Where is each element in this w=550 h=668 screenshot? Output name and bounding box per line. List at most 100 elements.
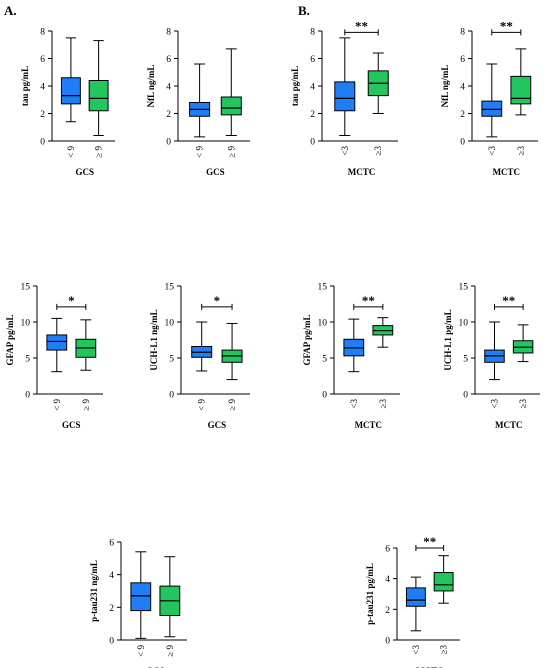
x-tick-label: <3 (490, 399, 500, 409)
x-axis-label: GCS (206, 167, 225, 177)
x-tick-label: <3 (340, 146, 350, 156)
x-tick-label: < 9 (66, 146, 76, 158)
x-tick-label: < 9 (195, 146, 205, 158)
box-1 (334, 81, 356, 112)
box-2 (433, 572, 454, 592)
y-tick-label: 2 (310, 110, 315, 120)
y-tick-label: 8 (310, 28, 315, 38)
x-tick-label: ≥3 (373, 146, 383, 156)
x-axis-label: MCTC (495, 420, 523, 430)
y-axis-label: UCH-L1 ng/mL (149, 309, 159, 370)
y-tick-label: 6 (385, 545, 390, 555)
y-axis-label: GFAP pg/mL (302, 314, 312, 365)
box-1 (46, 334, 68, 351)
y-axis-label: tau pg/mL (290, 66, 300, 106)
y-tick-label: 0 (169, 391, 174, 401)
y-tick-label: 15 (21, 283, 31, 293)
y-axis-label: p-tau231 pg/mL (365, 563, 375, 625)
y-tick-label: 2 (385, 606, 390, 616)
y-tick-label: 0 (463, 391, 468, 401)
chart-9: 0 2 4 6 p-tau231 ng/mL < 9 ≥ 9 GCS (89, 539, 187, 668)
y-tick-label: 0 (40, 138, 45, 148)
y-tick-label: 5 (169, 355, 174, 365)
y-tick-label: 4 (40, 83, 45, 93)
y-tick-label: 15 (459, 283, 469, 293)
y-tick-label: 6 (310, 55, 315, 65)
chart-3: 0 2 4 6 8 tau pg/mL <3 ≥3 MCTC ** (290, 18, 398, 177)
y-tick-label: 0 (109, 637, 114, 647)
x-tick-label: < 9 (136, 645, 146, 657)
x-tick-label: <3 (487, 146, 497, 156)
y-tick-label: 4 (460, 83, 465, 93)
x-tick-label: < 9 (52, 399, 62, 411)
x-tick-label: <3 (349, 399, 359, 409)
panel-label-b: B. (298, 3, 310, 18)
y-tick-label: 0 (322, 391, 327, 401)
y-tick-label: 5 (25, 355, 30, 365)
significance-label: ** (362, 293, 375, 308)
y-tick-label: 6 (109, 539, 114, 549)
x-axis-label: GCS (62, 420, 81, 430)
y-tick-label: 8 (40, 28, 45, 38)
significance-label: * (214, 293, 221, 308)
panel-label-a: A. (4, 3, 17, 18)
y-tick-label: 10 (318, 319, 328, 329)
box-1 (60, 77, 81, 105)
box-1 (130, 582, 152, 612)
x-axis-label: GCS (208, 420, 227, 430)
y-tick-label: 5 (463, 355, 468, 365)
significance-label: ** (500, 18, 513, 33)
x-axis-label: GCS (146, 666, 165, 668)
y-tick-label: 2 (166, 110, 171, 120)
x-tick-label: ≥3 (516, 146, 526, 156)
x-axis-label: GCS (76, 167, 95, 177)
x-tick-label: ≥3 (518, 399, 528, 409)
y-tick-label: 4 (109, 571, 114, 581)
y-axis-label: NfL ng/mL (146, 65, 156, 108)
x-axis-label: MCTC (493, 167, 521, 177)
significance-label: * (68, 293, 75, 308)
x-tick-label: ≥3 (378, 399, 388, 409)
significance-label: ** (423, 534, 436, 549)
chart-1: 0 2 4 6 8 tau pg/mL < 9 ≥ 9 GCS (20, 28, 115, 177)
x-tick-label: ≥3 (439, 645, 449, 655)
y-tick-label: 2 (40, 110, 45, 120)
chart-8: 0 5 10 15 UCH-L1 pg/mL <3 ≥3 MCTC ** (443, 283, 540, 430)
y-tick-label: 5 (322, 355, 327, 365)
x-tick-label: ≥ 9 (165, 645, 175, 657)
chart-4: 0 2 4 6 8 NfL ng/mL <3 ≥3 MCTC ** (440, 18, 538, 177)
box-2 (88, 80, 109, 112)
y-tick-label: 10 (459, 319, 469, 329)
y-axis-label: GFAP pg/mL (5, 314, 15, 365)
y-tick-label: 8 (460, 28, 465, 38)
y-axis-label: p-tau231 ng/mL (89, 560, 99, 622)
y-axis-label: UCH-L1 pg/mL (443, 309, 453, 370)
y-tick-label: 15 (165, 283, 175, 293)
y-axis-label: tau pg/mL (20, 66, 30, 106)
y-tick-label: 4 (385, 575, 390, 585)
y-tick-label: 0 (460, 138, 465, 148)
y-tick-label: 15 (318, 283, 328, 293)
significance-label: ** (355, 18, 368, 33)
y-tick-label: 10 (21, 319, 31, 329)
x-tick-label: ≥ 9 (81, 399, 91, 411)
y-tick-label: 0 (166, 138, 171, 148)
y-tick-label: 0 (385, 637, 390, 647)
x-tick-label: ≥ 9 (226, 146, 236, 158)
y-tick-label: 8 (166, 28, 171, 38)
y-tick-label: 6 (460, 55, 465, 65)
x-axis-label: MCTC (348, 167, 376, 177)
x-tick-label: ≥ 9 (227, 399, 237, 411)
x-axis-label: MCTC (355, 420, 383, 430)
significance-label: ** (502, 293, 515, 308)
chart-7: 0 5 10 15 GFAP pg/mL <3 ≥3 MCTC ** (302, 283, 400, 430)
chart-10: 0 2 4 6 p-tau231 pg/mL <3 ≥3 MCTC ** (365, 534, 460, 668)
y-tick-label: 4 (166, 83, 171, 93)
x-tick-label: <3 (411, 645, 421, 655)
y-tick-label: 0 (310, 138, 315, 148)
y-tick-label: 2 (460, 110, 465, 120)
